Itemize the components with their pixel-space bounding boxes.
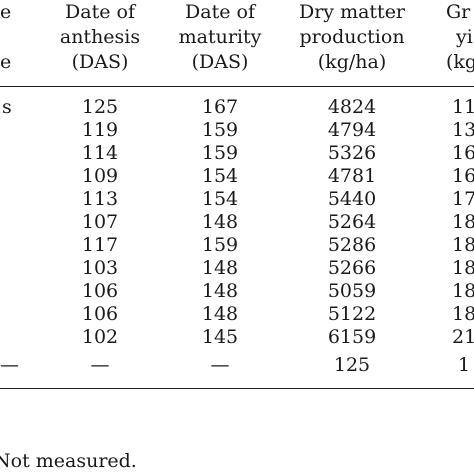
header-anthesis-line3: (DAS) [71, 51, 129, 73]
row-drymatter-cell: 5266 [327, 257, 377, 279]
row-maturity-cell: 159 [201, 234, 239, 256]
header-col0-line3: e [0, 51, 12, 73]
header-drymatter-line1: Dry matter [298, 1, 406, 23]
lsd-row-col0: — [0, 354, 19, 376]
lsd-row-col2: — [210, 354, 230, 376]
row-label-cell: s [2, 96, 12, 118]
row-anthesis-cell: 109 [81, 165, 119, 187]
row-grain-cell: 18 [452, 303, 474, 325]
lsd-row-col1: — [90, 354, 110, 376]
header-maturity-line2: maturity [178, 26, 262, 48]
header-rule [0, 86, 474, 87]
row-anthesis-cell: 106 [81, 303, 119, 325]
lsd-row-col4: 1 [458, 354, 471, 376]
row-drymatter-cell: 5122 [327, 303, 377, 325]
row-grain-cell: 18 [452, 234, 474, 256]
row-anthesis-cell: 102 [81, 326, 119, 348]
row-anthesis-cell: 106 [81, 280, 119, 302]
row-drymatter-cell: 6159 [327, 326, 377, 348]
header-anthesis-line1: Date of [65, 1, 135, 23]
row-maturity-cell: 148 [201, 303, 239, 325]
row-maturity-cell: 148 [201, 211, 239, 233]
row-drymatter-cell: 5059 [327, 280, 377, 302]
row-maturity-cell: 148 [201, 280, 239, 302]
row-grain-cell: 13 [452, 119, 474, 141]
row-drymatter-cell: 5440 [327, 188, 377, 210]
row-maturity-cell: 154 [201, 165, 239, 187]
row-maturity-cell: 145 [201, 326, 239, 348]
row-anthesis-cell: 114 [81, 142, 119, 164]
row-grain-cell: 21 [452, 326, 474, 348]
header-maturity-line3: (DAS) [191, 51, 249, 73]
footnote: Not measured. [0, 450, 137, 472]
header-drymatter-line3: (kg/ha) [317, 51, 387, 73]
header-maturity-line1: Date of [185, 1, 255, 23]
row-anthesis-cell: 107 [81, 211, 119, 233]
row-anthesis-cell: 117 [81, 234, 119, 256]
row-grain-cell: 18 [452, 257, 474, 279]
row-grain-cell: 17 [452, 188, 474, 210]
row-drymatter-cell: 4794 [327, 119, 377, 141]
row-drymatter-cell: 5264 [327, 211, 377, 233]
row-anthesis-cell: 103 [81, 257, 119, 279]
row-grain-cell: 16 [452, 165, 474, 187]
row-maturity-cell: 154 [201, 188, 239, 210]
row-grain-cell: 16 [452, 142, 474, 164]
row-grain-cell: 11 [452, 96, 474, 118]
row-drymatter-cell: 5326 [327, 142, 377, 164]
header-grain-line3: (kg [446, 51, 474, 73]
row-anthesis-cell: 113 [81, 188, 119, 210]
row-maturity-cell: 159 [201, 119, 239, 141]
row-grain-cell: 18 [452, 280, 474, 302]
row-maturity-cell: 159 [201, 142, 239, 164]
row-grain-cell: 18 [452, 211, 474, 233]
row-drymatter-cell: 4824 [327, 96, 377, 118]
lsd-row-col3: 125 [333, 354, 371, 376]
row-maturity-cell: 167 [201, 96, 239, 118]
row-drymatter-cell: 4781 [327, 165, 377, 187]
row-drymatter-cell: 5286 [327, 234, 377, 256]
header-grain-line2: yi [456, 26, 473, 48]
header-anthesis-line2: anthesis [59, 26, 141, 48]
row-maturity-cell: 148 [201, 257, 239, 279]
header-col0-line1: e [0, 1, 12, 23]
row-anthesis-cell: 125 [81, 96, 119, 118]
header-grain-line1: Gr [446, 1, 471, 23]
header-drymatter-line2: production [299, 26, 405, 48]
row-anthesis-cell: 119 [81, 119, 119, 141]
bottom-rule [0, 388, 474, 389]
